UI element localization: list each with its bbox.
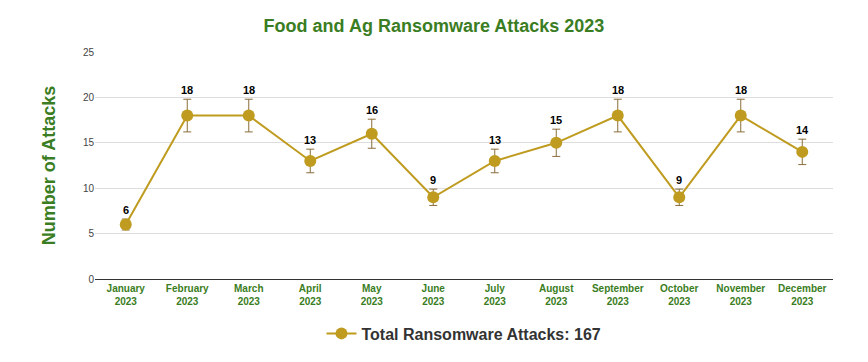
svg-text:October2023: October2023 <box>660 283 698 307</box>
svg-text:November2023: November2023 <box>716 283 765 307</box>
svg-text:January2023: January2023 <box>107 283 146 307</box>
svg-text:20: 20 <box>83 92 95 103</box>
svg-text:August2023: August2023 <box>539 283 574 307</box>
svg-text:Total Ransomware Attacks: 167: Total Ransomware Attacks: 167 <box>362 326 601 343</box>
svg-text:9: 9 <box>676 174 682 186</box>
svg-text:May2023: May2023 <box>361 283 384 307</box>
svg-text:16: 16 <box>366 104 378 116</box>
svg-text:18: 18 <box>243 84 255 96</box>
svg-text:18: 18 <box>612 84 624 96</box>
svg-text:15: 15 <box>550 114 562 126</box>
svg-text:September2023: September2023 <box>592 283 644 307</box>
svg-text:5: 5 <box>88 228 94 239</box>
svg-text:July2023: July2023 <box>484 283 507 307</box>
svg-text:25: 25 <box>83 47 95 58</box>
svg-text:15: 15 <box>83 137 95 148</box>
svg-text:14: 14 <box>796 124 809 136</box>
svg-text:Food and Ag Ransomware Attacks: Food and Ag Ransomware Attacks 2023 <box>264 16 605 36</box>
svg-text:10: 10 <box>83 183 95 194</box>
svg-text:June2023: June2023 <box>422 283 446 307</box>
svg-text:13: 13 <box>304 134 316 146</box>
svg-text:December2023: December2023 <box>778 283 826 307</box>
svg-text:0: 0 <box>88 274 94 285</box>
svg-text:April2023: April2023 <box>299 283 322 307</box>
svg-text:18: 18 <box>181 84 193 96</box>
svg-text:9: 9 <box>430 174 436 186</box>
svg-text:6: 6 <box>123 204 129 216</box>
svg-text:Number of Attacks: Number of Attacks <box>39 86 59 245</box>
svg-text:13: 13 <box>489 134 501 146</box>
svg-text:March2023: March2023 <box>234 283 263 307</box>
svg-text:18: 18 <box>735 84 747 96</box>
svg-text:February2023: February2023 <box>166 283 209 307</box>
